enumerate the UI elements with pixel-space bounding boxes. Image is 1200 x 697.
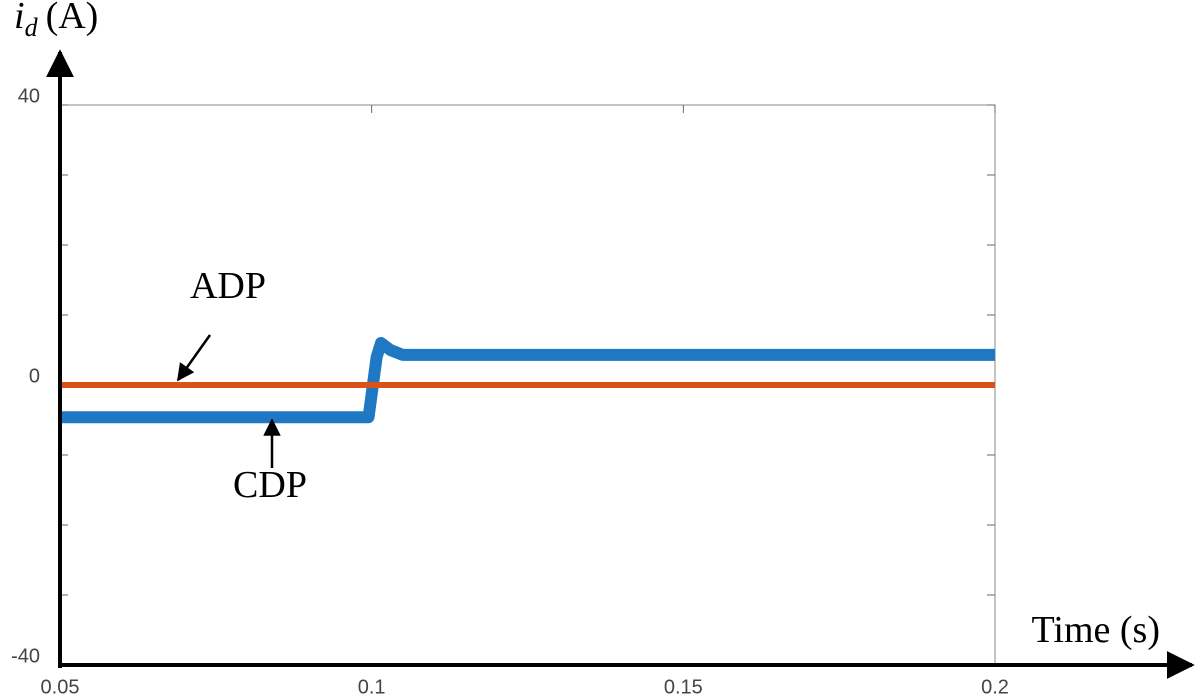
x-axis-label: Time (s)	[1032, 609, 1160, 651]
y-tick-label: 0	[29, 365, 40, 387]
annotation: ADP	[190, 265, 266, 307]
x-tick-label: 0.05	[41, 676, 80, 697]
annotation: CDP	[233, 464, 307, 506]
y-tick-label: 40	[18, 85, 40, 107]
lines	[60, 337, 995, 424]
y-tick-label: -40	[11, 645, 40, 667]
annotation-arrow	[176, 334, 212, 382]
x-tick-label: 0.2	[981, 676, 1009, 697]
x-tick-label: 0.15	[664, 676, 703, 697]
series-line	[60, 337, 995, 424]
y-axis-label: id (A)	[14, 0, 98, 42]
x-tick-label: 0.1	[358, 676, 386, 697]
